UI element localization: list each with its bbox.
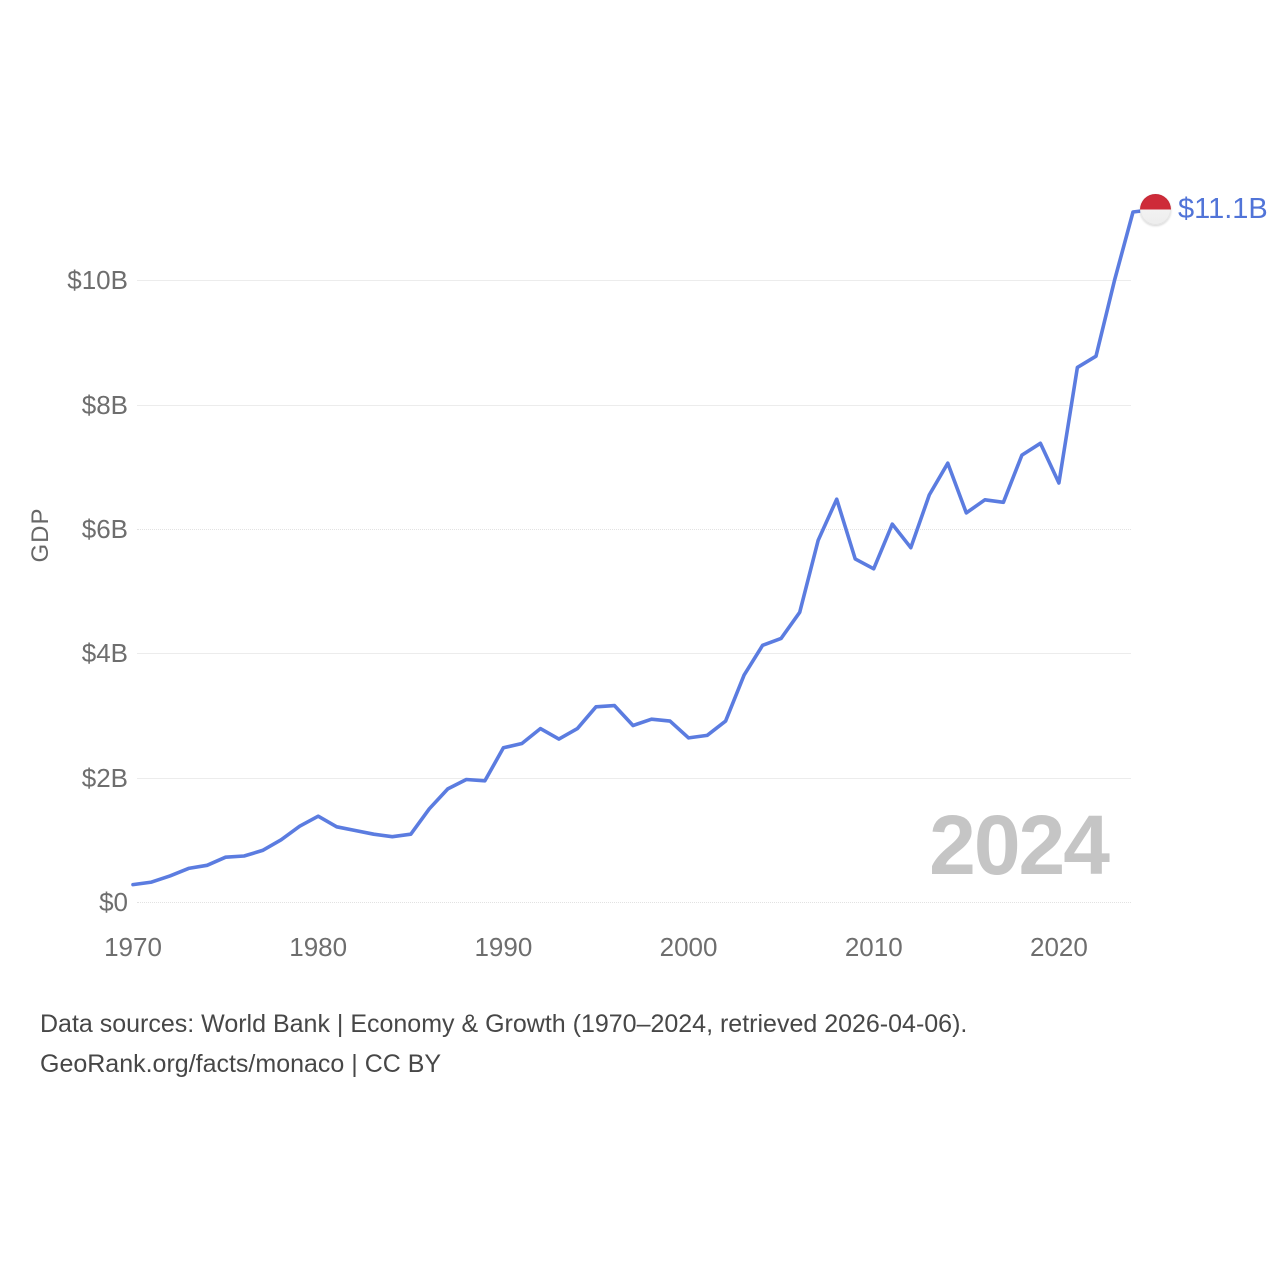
y-tick-label: $8B	[81, 389, 128, 420]
y-tick-label: $0	[99, 887, 128, 917]
y-tick-label: $4B	[81, 638, 128, 669]
latest-value-label: $11.1B	[1178, 193, 1268, 225]
x-tick-label: 2010	[844, 932, 903, 962]
y-tick-label: $2B	[81, 762, 128, 793]
year-watermark: 2024	[929, 798, 1110, 892]
attribution-footer: Data sources: World Bank | Economy & Gro…	[40, 1004, 967, 1084]
x-tick-label: 1990	[474, 932, 533, 962]
y-tick-label: $10B	[67, 265, 128, 296]
source-url-text: GeoRank.org/facts/monaco | CC BY	[40, 1050, 442, 1078]
data-sources-text: Data sources: World Bank | Economy & Gro…	[40, 1010, 968, 1038]
x-tick-label: 2020	[1030, 932, 1088, 962]
gridline-10B	[137, 280, 1131, 282]
y-tick-label: $6B	[81, 514, 128, 545]
gridline-2B	[137, 777, 1131, 779]
x-tick-label: 2000	[659, 932, 718, 962]
x-tick-label: 1970	[104, 932, 162, 962]
gridline-4B	[137, 653, 1131, 655]
gridline-6B	[137, 529, 1131, 531]
gridline-8B	[137, 404, 1131, 406]
x-tick-label: 1980	[289, 932, 348, 962]
gridline-0	[137, 902, 1131, 903]
gdp-line-series	[131, 209, 1143, 887]
monaco-flag-icon	[1140, 194, 1171, 225]
